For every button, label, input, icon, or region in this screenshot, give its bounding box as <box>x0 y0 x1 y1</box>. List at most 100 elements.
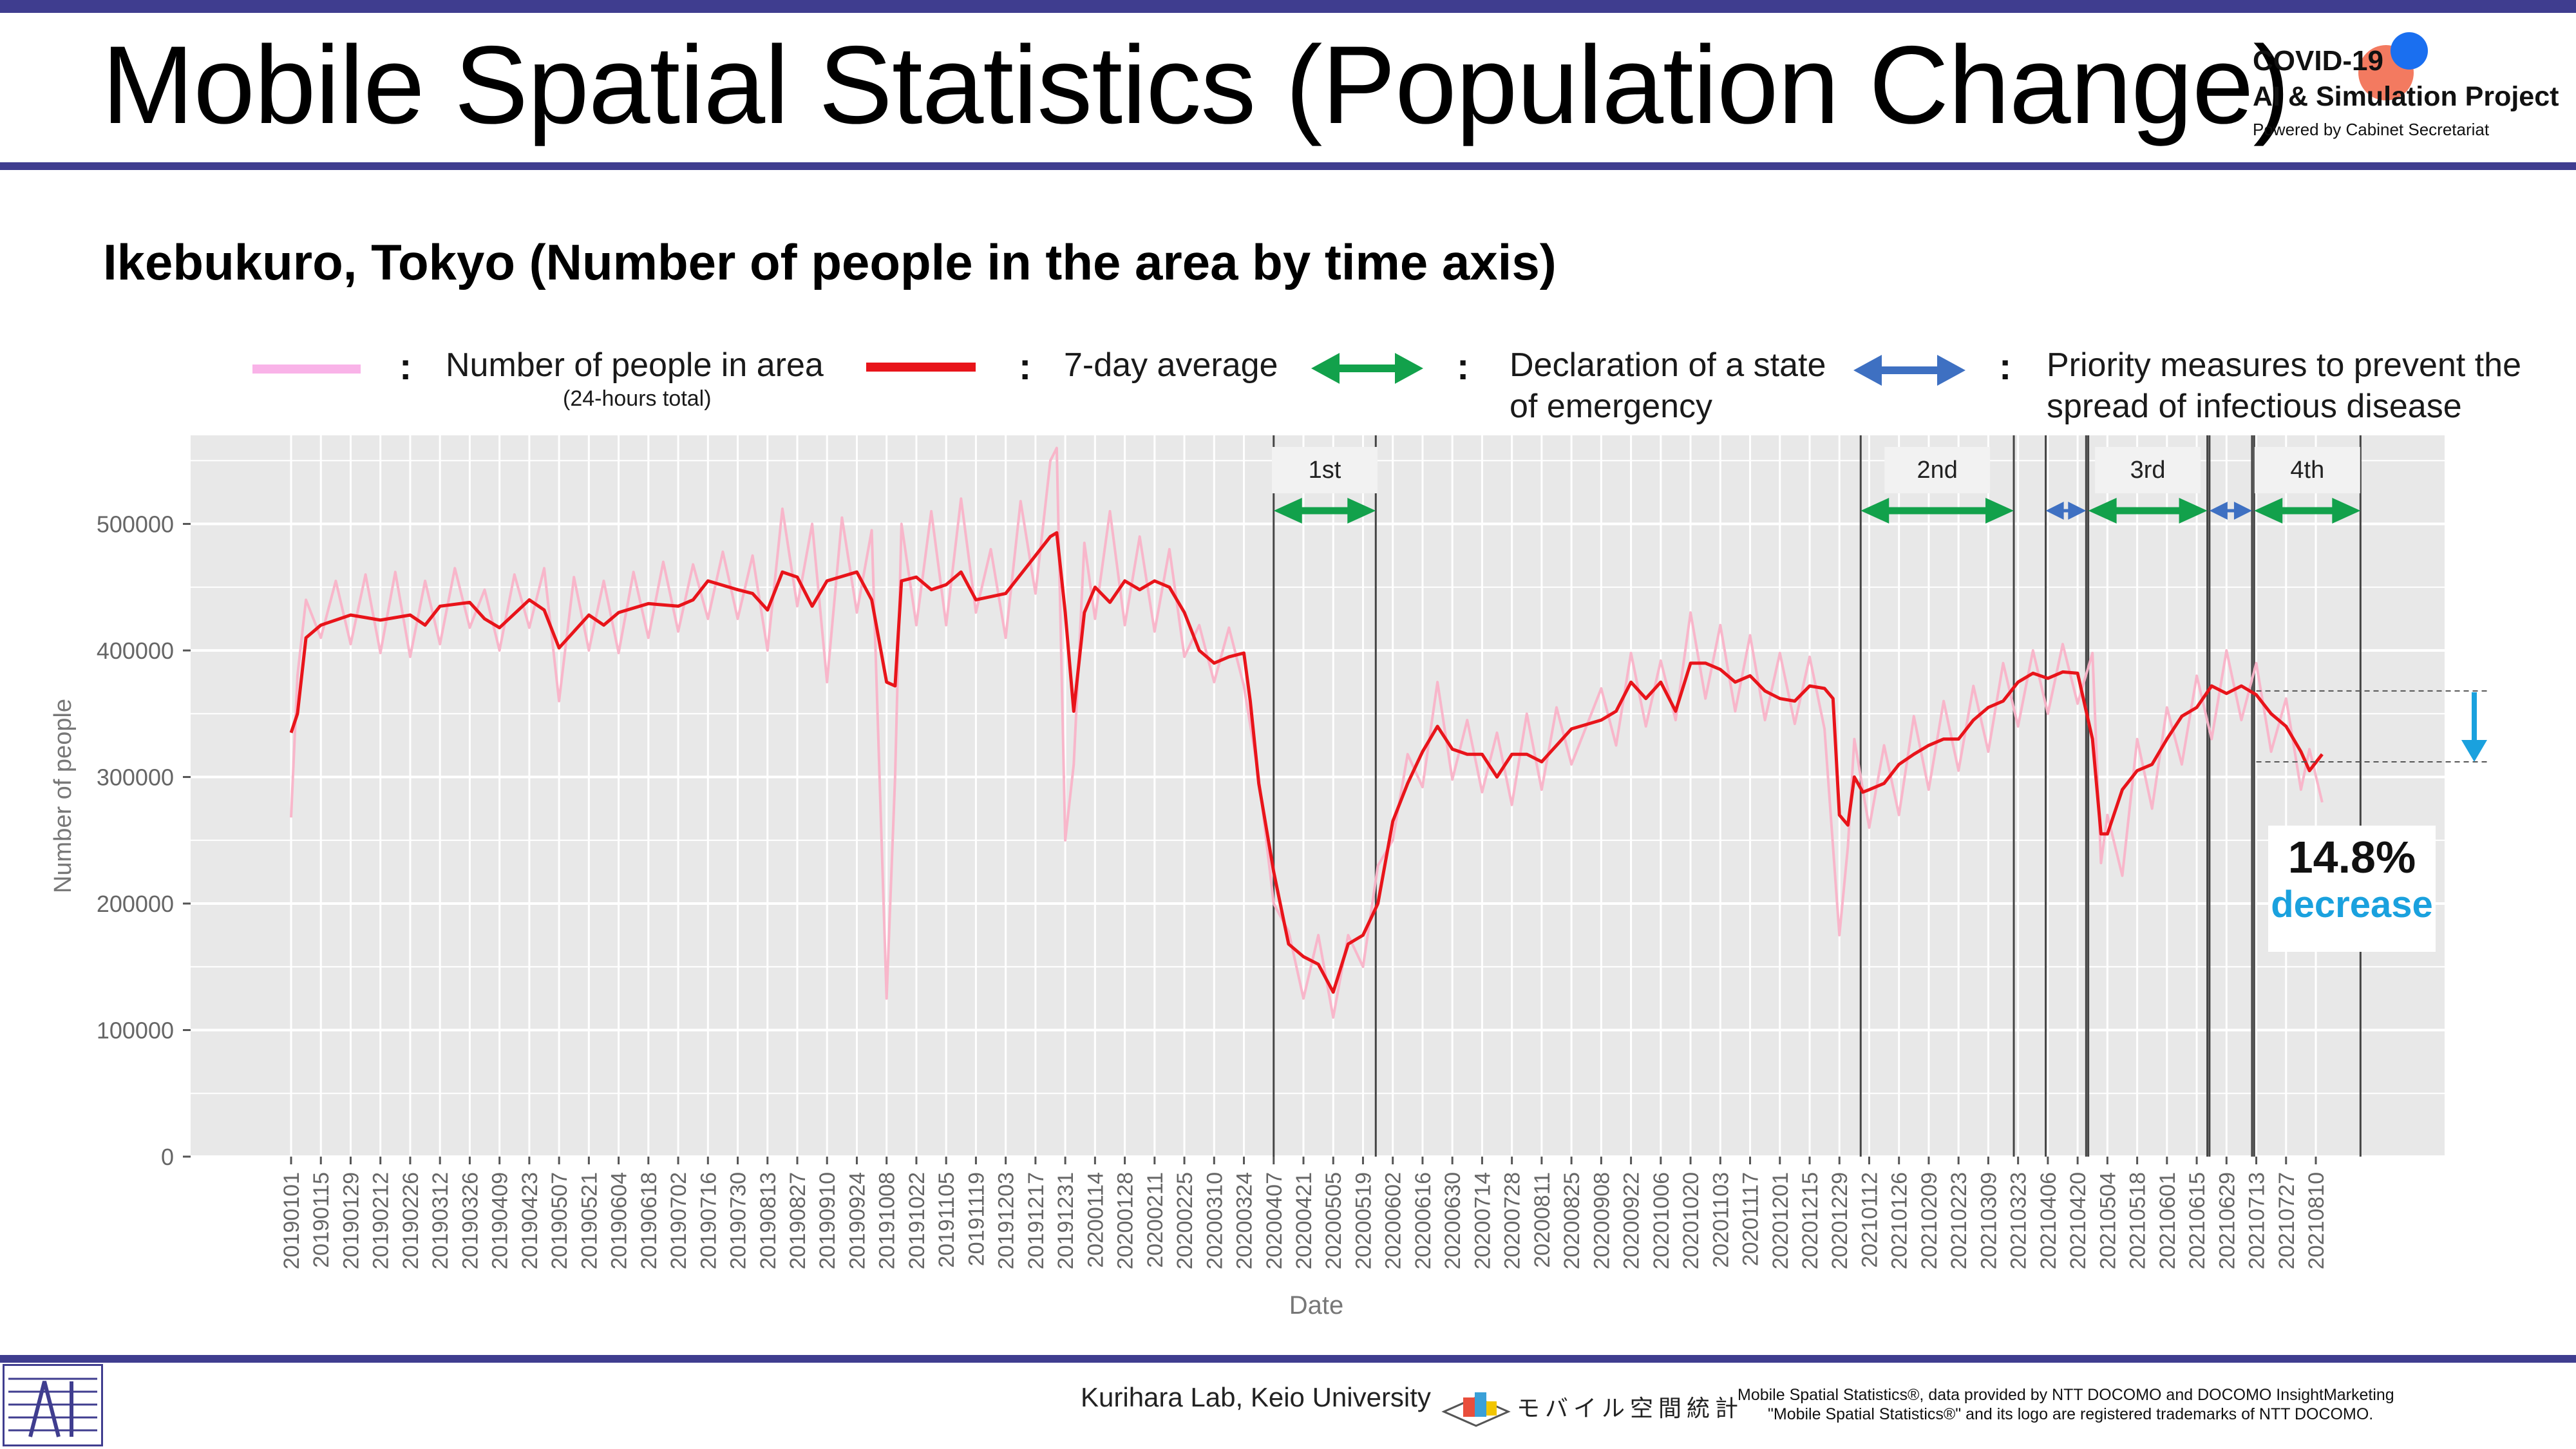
legend-label-area: Number of people in area <box>446 346 824 384</box>
x-tick-label: 20190101 <box>279 1172 304 1269</box>
y-axis-label: Number of people <box>50 699 77 893</box>
arrow-head-left <box>1861 498 1889 524</box>
period-label-box <box>1884 447 1991 493</box>
y-axis: 0 100000 200000 300000 400000 500000 <box>97 511 191 1170</box>
x-tick-label: 20210126 <box>1888 1172 1912 1269</box>
legend-label-priority-1: Priority measures to prevent the <box>2047 346 2521 384</box>
arrow-head-left <box>2088 498 2117 524</box>
plot-background <box>191 435 2445 1157</box>
arrow-head-right <box>2233 502 2252 520</box>
x-tick-label: 20210629 <box>2215 1172 2239 1269</box>
mobile-stats-logo-icon <box>1441 1392 1511 1427</box>
footer-divider <box>0 1355 2576 1363</box>
x-tick-label: 20200407 <box>1262 1172 1287 1269</box>
x-tick-label: 20200728 <box>1501 1172 1525 1269</box>
logo-line3: Powered by Cabinet Secretariat <box>2253 120 2490 139</box>
footer-note-1: Mobile Spatial Statistics®, data provide… <box>1738 1386 2394 1404</box>
period-label: 3rd <box>2130 457 2166 484</box>
x-tick-label: 20200922 <box>1620 1172 1644 1269</box>
legend-label-emergency-2: of emergency <box>1510 388 1713 425</box>
x-tick-label: 20201229 <box>1828 1172 1852 1269</box>
x-tick-label: 20200519 <box>1351 1172 1376 1269</box>
arrow-head-left <box>2254 498 2283 524</box>
period-markers: 1st 2nd 3rd 4th <box>1272 435 2362 1157</box>
series-line-area <box>290 446 2324 1019</box>
x-tick-label: 20201006 <box>1649 1172 1674 1269</box>
x-tick-label: 20191231 <box>1054 1172 1078 1269</box>
decrease-percent: 14.8% <box>2287 832 2416 882</box>
emergency-arrow <box>2254 498 2361 524</box>
period-label-box <box>2254 447 2360 493</box>
x-tick-label: 20200811 <box>1530 1172 1555 1268</box>
x-tick-label: 20190813 <box>756 1172 781 1269</box>
y-tick-label: 0 <box>161 1144 174 1170</box>
x-tick-label: 20210406 <box>2036 1172 2061 1269</box>
x-axis-label: Date <box>1289 1291 1344 1320</box>
x-tick-label: 20201117 <box>1739 1172 1763 1266</box>
legend-colon: : <box>399 346 412 388</box>
emergency-arrow <box>1861 498 2014 524</box>
x-tick-label: 20200114 <box>1083 1172 1108 1268</box>
legend-sublabel-area: (24-hours total) <box>563 386 712 411</box>
logo-line1: COVID-19 <box>2253 45 2383 77</box>
arrow-head-right <box>2332 498 2361 524</box>
x-tick-label: 20200714 <box>1470 1172 1495 1269</box>
x-tick-label: 20200602 <box>1381 1172 1406 1269</box>
legend-label-emergency-1: Declaration of a state <box>1510 346 1826 384</box>
decrease-arrow-head <box>2461 739 2487 762</box>
lab-logo <box>3 1364 103 1446</box>
x-tick-label: 20210601 <box>2155 1172 2180 1269</box>
x-tick-label: 20210223 <box>1947 1172 1971 1269</box>
x-tick-label: 20200630 <box>1441 1172 1465 1269</box>
x-tick-label: 20210713 <box>2245 1172 2269 1269</box>
x-tick-label: 20190827 <box>786 1172 810 1269</box>
legend-colon: : <box>1019 346 1032 388</box>
footer-lab: Kurihara Lab, Keio University <box>1081 1382 1431 1412</box>
x-tick-label: 20200310 <box>1202 1172 1227 1269</box>
x-tick-label: 20210727 <box>2275 1172 2299 1269</box>
period-label-box <box>2095 447 2201 493</box>
arrow-head-left <box>2209 502 2228 520</box>
legend-label-priority-2: spread of infectious disease <box>2047 388 2462 425</box>
legend-colon: : <box>1999 346 2012 388</box>
x-tick-label: 20200825 <box>1560 1172 1584 1269</box>
x-tick-label: 20201215 <box>1798 1172 1823 1269</box>
x-tick-label: 20190521 <box>577 1172 601 1269</box>
x-tick-label: 20210209 <box>1917 1172 1942 1269</box>
x-tick-label: 20191217 <box>1024 1172 1048 1269</box>
legend-swatch-emergency <box>1311 353 1423 384</box>
decrease-callout: 14.8% decrease <box>2268 826 2436 952</box>
lab-logo-icon <box>8 1378 97 1437</box>
x-tick-label: 20191105 <box>934 1172 959 1268</box>
x-tick-label: 20210323 <box>2007 1172 2031 1269</box>
x-axis: 20190101 20190115 20190129 20190212 20190226… <box>279 1157 2329 1269</box>
x-tick-label: 20190507 <box>547 1172 572 1269</box>
y-tick-label: 300000 <box>97 764 174 791</box>
x-tick-label: 20201103 <box>1709 1172 1733 1268</box>
legend-swatch-priority <box>1853 355 1965 386</box>
arrow-head-left <box>2045 502 2064 520</box>
arrow-head-right <box>2068 502 2087 520</box>
x-tick-label: 20200616 <box>1411 1172 1435 1269</box>
x-tick-label: 20190604 <box>607 1172 632 1269</box>
arrow-head-right <box>2179 498 2208 524</box>
x-tick-label: 20210504 <box>2096 1172 2120 1269</box>
x-tick-label: 20210810 <box>2304 1172 2329 1269</box>
footer-mobile-logo-text: モバイル空間統計 <box>1517 1395 1744 1421</box>
x-tick-label: 20200505 <box>1321 1172 1346 1269</box>
x-tick-label: 20190730 <box>726 1172 751 1269</box>
y-tick-label: 400000 <box>97 638 174 664</box>
x-tick-label: 20200225 <box>1173 1172 1197 1269</box>
x-tick-label: 20190129 <box>339 1172 363 1269</box>
population-chart: 0 100000 200000 300000 400000 500000 20190101… <box>50 435 2490 1320</box>
x-tick-label: 20190226 <box>399 1172 423 1269</box>
arrow-head-left <box>1273 498 1302 524</box>
x-tick-label: 20190312 <box>428 1172 453 1269</box>
x-tick-label: 20200128 <box>1113 1172 1138 1269</box>
x-tick-label: 20190115 <box>309 1172 334 1268</box>
legend-swatches <box>252 353 1965 386</box>
x-tick-label: 20190702 <box>667 1172 691 1269</box>
series-line-average <box>289 531 2324 994</box>
x-tick-label: 20201201 <box>1768 1172 1793 1269</box>
priority-arrow <box>2209 502 2252 520</box>
